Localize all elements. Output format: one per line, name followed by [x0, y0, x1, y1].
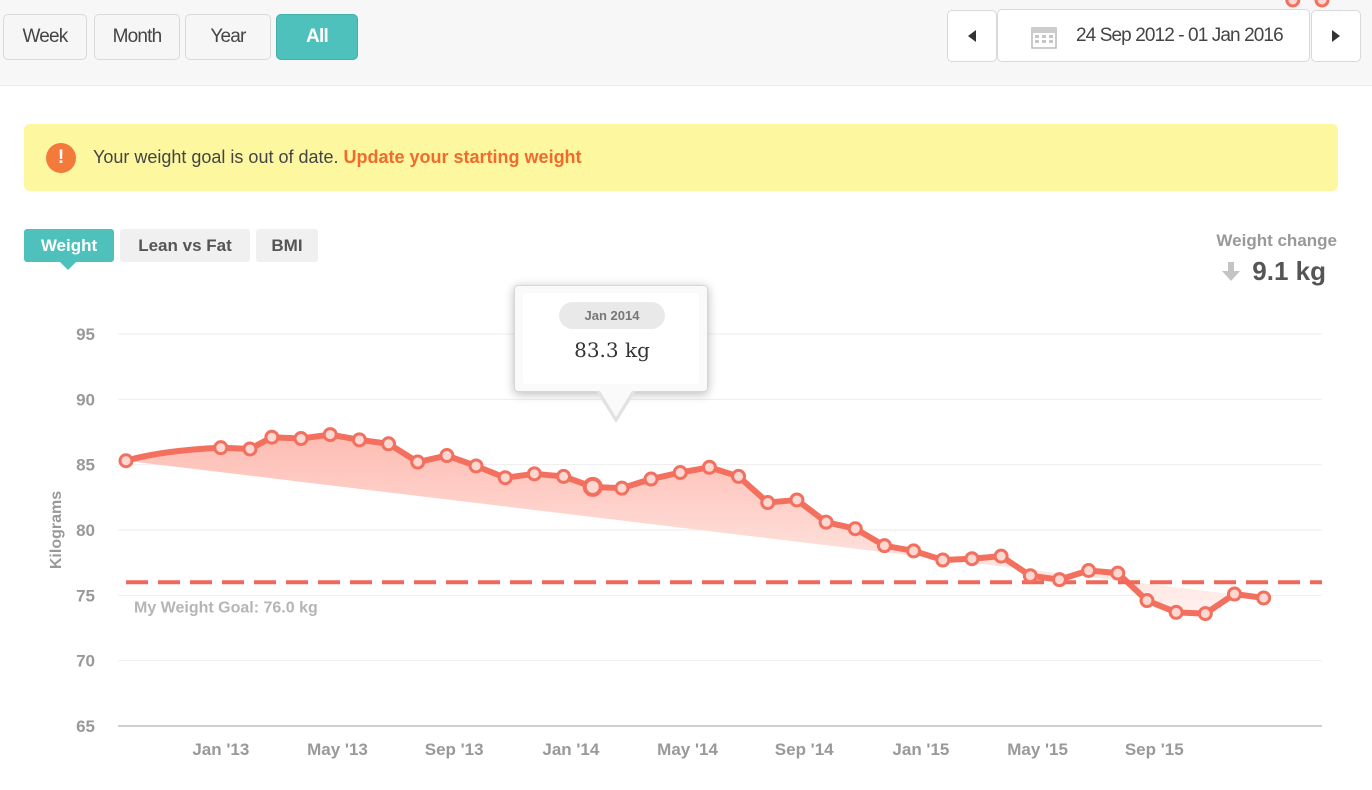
tooltip-pointer-inner	[600, 391, 632, 417]
data-point[interactable]	[118, 453, 134, 469]
data-point[interactable]	[643, 471, 659, 487]
next-range-button[interactable]	[1311, 10, 1361, 62]
data-point[interactable]	[906, 543, 922, 559]
data-point[interactable]	[1081, 563, 1097, 579]
tab-bmi[interactable]: BMI	[256, 229, 318, 262]
data-point[interactable]	[789, 492, 805, 508]
x-tick-label: May '13	[307, 740, 368, 759]
data-tooltip: Jan 2014 83.3 kg	[514, 285, 708, 392]
all-button[interactable]: All	[276, 14, 358, 60]
data-point[interactable]	[876, 538, 892, 554]
data-point[interactable]	[1197, 606, 1213, 622]
data-point[interactable]	[614, 480, 630, 496]
x-tick-label: Sep '13	[425, 740, 484, 759]
data-point[interactable]	[213, 440, 229, 456]
date-range-text: 24 Sep 2012 - 01 Jan 2016	[1076, 25, 1284, 46]
data-point[interactable]	[293, 431, 309, 447]
month-button[interactable]: Month	[94, 14, 180, 60]
data-point[interactable]	[264, 429, 280, 445]
arrow-down-icon	[1222, 262, 1240, 281]
data-point[interactable]	[1110, 565, 1126, 581]
data-point[interactable]	[556, 468, 572, 484]
y-tick-label: 80	[76, 521, 95, 540]
data-point[interactable]	[468, 458, 484, 474]
data-point[interactable]	[439, 448, 455, 464]
y-axis-title: Kilograms	[48, 491, 65, 569]
data-point[interactable]	[322, 427, 338, 443]
data-point[interactable]	[1168, 604, 1184, 620]
data-point[interactable]	[381, 436, 397, 452]
triangle-right-icon	[1332, 30, 1340, 42]
y-tick-label: 85	[76, 456, 95, 475]
data-point[interactable]	[672, 465, 688, 481]
weight-change-label: Weight change	[1216, 231, 1337, 250]
week-button[interactable]: Week	[3, 14, 87, 60]
tab-lean-vs-fat[interactable]: Lean vs Fat	[120, 229, 250, 262]
year-button[interactable]: Year	[185, 14, 271, 60]
alert-text: Your weight goal is out of date.	[93, 147, 339, 167]
tooltip-value: 83.3 kg	[574, 338, 650, 362]
y-tick-label: 65	[76, 717, 95, 736]
weight-change-value: 9.1 kg	[1252, 256, 1326, 286]
goal-label: My Weight Goal: 76.0 kg	[134, 599, 318, 616]
exclamation-icon: !	[46, 143, 76, 173]
data-point[interactable]	[1139, 593, 1155, 609]
alert-message: Your weight goal is out of date. Update …	[93, 147, 582, 168]
tab-weight[interactable]: Weight	[24, 229, 114, 262]
update-starting-weight-link[interactable]: Update your starting weight	[343, 147, 582, 167]
data-point[interactable]	[760, 495, 776, 511]
data-point[interactable]	[1022, 568, 1038, 584]
previous-range-button[interactable]	[947, 10, 997, 62]
x-tick-label: May '14	[657, 740, 718, 759]
data-point[interactable]	[1226, 586, 1242, 602]
active-tab-caret	[60, 262, 76, 270]
data-point[interactable]	[731, 468, 747, 484]
y-tick-label: 70	[76, 652, 95, 671]
data-point[interactable]	[818, 514, 834, 530]
goal-alert-banner: ! Your weight goal is out of date. Updat…	[24, 124, 1338, 191]
x-tick-label: May '15	[1007, 740, 1068, 759]
data-point[interactable]	[847, 521, 863, 537]
x-tick-label: Sep '14	[775, 740, 834, 759]
x-tick-label: Sep '15	[1125, 740, 1184, 759]
top-toolbar: Week Month Year All 24 Sep 2012 - 01 Jan…	[0, 0, 1372, 86]
data-point[interactable]	[526, 466, 542, 482]
y-tick-label: 75	[76, 586, 95, 605]
data-point[interactable]	[410, 454, 426, 470]
x-tick-label: Jan '13	[192, 740, 249, 759]
weight-series-line	[123, 431, 1267, 617]
calendar-icon	[1031, 27, 1057, 49]
y-tick-label: 95	[76, 325, 95, 344]
triangle-left-icon	[968, 30, 976, 42]
x-tick-label: Jan '15	[892, 740, 949, 759]
data-point[interactable]	[993, 548, 1009, 564]
data-point[interactable]	[242, 441, 258, 457]
data-point[interactable]	[497, 470, 513, 486]
x-tick-label: Jan '14	[542, 740, 600, 759]
data-point[interactable]	[351, 432, 367, 448]
data-point[interactable]	[701, 459, 717, 475]
highlighted-data-point[interactable]	[582, 476, 603, 497]
data-point[interactable]	[935, 552, 951, 568]
tooltip-date: Jan 2014	[559, 302, 665, 329]
weight-area-fill	[126, 434, 1264, 614]
data-point[interactable]	[1051, 572, 1067, 588]
y-tick-label: 90	[76, 390, 95, 409]
data-point[interactable]	[964, 551, 980, 567]
date-range-picker[interactable]: 24 Sep 2012 - 01 Jan 2016	[997, 9, 1310, 62]
data-point[interactable]	[1256, 590, 1272, 606]
